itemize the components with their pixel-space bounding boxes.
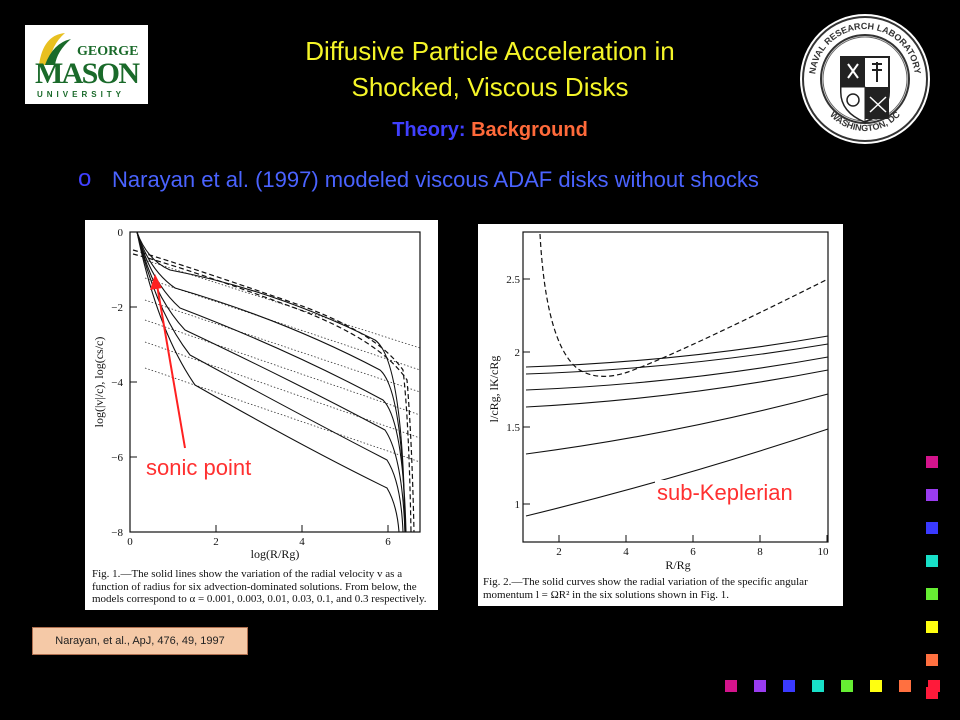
figure2-caption: Fig. 2.—The solid curves show the radial…: [483, 576, 839, 601]
nrl-seal-logo: NAVAL RESEARCH LABORATORY WASHINGTON, DC: [798, 12, 932, 146]
gmu-logo-text-bottom: UNIVERSITY: [37, 90, 125, 99]
sub-keplerian-label: sub-Keplerian: [655, 480, 795, 506]
fig2-caption-text: —The solid curves show the radial variat…: [483, 576, 808, 601]
fig1-caption-lead: Fig. 1.: [92, 568, 121, 580]
fig2-xtick: 10: [818, 546, 830, 558]
fig1-ytick: −8: [111, 527, 123, 539]
decor-square: [926, 456, 938, 468]
fig2-ytick: 1.5: [506, 422, 520, 434]
fig1-xtick: 0: [127, 536, 133, 548]
fig1-ytick: −6: [111, 452, 123, 464]
decor-square: [926, 654, 938, 666]
figure1-panel: 0 −2 −4 −6 −8 0 2 4 6 log(R/Rg) log(|v|/…: [85, 220, 438, 610]
gmu-logo-text-main: MASON: [35, 57, 140, 90]
decor-square: [725, 680, 737, 692]
fig1-caption-text: —The solid lines show the variation of t…: [92, 568, 427, 605]
slide-title-line1: Diffusive Particle Acceleration in: [305, 36, 675, 66]
decor-square: [754, 680, 766, 692]
decor-square: [841, 680, 853, 692]
george-mason-logo: GEORGE MASON UNIVERSITY: [25, 25, 148, 104]
subtitle-part2: Background: [471, 119, 588, 141]
fig2-ytick: 1: [515, 499, 521, 511]
figure1-caption: Fig. 1.—The solid lines show the variati…: [92, 568, 432, 606]
fig1-xtick: 2: [213, 536, 219, 548]
figure2-plot: 1 1.5 2 2.5 2 4 6 8 10 R/Rg l/cRg, lK/cR…: [487, 231, 830, 572]
fig2-xtick: 4: [623, 546, 629, 558]
fig1-xlabel: log(R/Rg): [251, 547, 300, 561]
subtitle-part1: Theory:: [392, 119, 472, 141]
decor-square: [928, 680, 940, 692]
reference-citation: Narayan, et al., ApJ, 476, 49, 1997: [32, 627, 248, 655]
decor-square: [926, 522, 938, 534]
figure2-panel: 1 1.5 2 2.5 2 4 6 8 10 R/Rg l/cRg, lK/cR…: [478, 224, 843, 606]
fig2-xtick: 2: [556, 546, 562, 558]
slide-subtitle: Theory: Background: [200, 117, 780, 143]
fig1-ylabel: log(|v|/c), log(cs/c): [92, 337, 106, 428]
decor-square: [812, 680, 824, 692]
fig2-ytick: 2: [515, 347, 521, 359]
sonic-point-label: sonic point: [146, 455, 252, 480]
decor-square: [926, 621, 938, 633]
bullet-marker: o: [78, 165, 92, 192]
fig2-ytick: 2.5: [506, 274, 520, 286]
decor-square: [926, 588, 938, 600]
gmu-logo-text-top: GEORGE: [77, 44, 138, 59]
fig2-ylabel: l/cRg, lK/cRg: [487, 356, 501, 423]
decor-square: [926, 555, 938, 567]
fig1-ytick: −2: [111, 302, 123, 314]
decor-square: [926, 489, 938, 501]
fig2-xtick: 6: [690, 546, 696, 558]
figure1-plot: 0 −2 −4 −6 −8 0 2 4 6 log(R/Rg) log(|v|/…: [92, 227, 421, 561]
fig1-ytick: 0: [118, 227, 124, 239]
decor-square: [870, 680, 882, 692]
fig1-ytick: −4: [111, 377, 123, 389]
fig2-caption-lead: Fig. 2.: [483, 576, 512, 588]
bullet-text: Narayan et al. (1997) modeled viscous AD…: [112, 167, 759, 192]
fig2-xlabel: R/Rg: [665, 558, 690, 572]
decor-square: [783, 680, 795, 692]
slide-title-line2: Shocked, Viscous Disks: [351, 72, 629, 102]
sonic-point-arrow: [150, 274, 186, 449]
fig1-xtick: 6: [385, 536, 391, 548]
fig2-xtick: 8: [757, 546, 763, 558]
decor-square: [899, 680, 911, 692]
fig1-xtick: 4: [299, 536, 305, 548]
